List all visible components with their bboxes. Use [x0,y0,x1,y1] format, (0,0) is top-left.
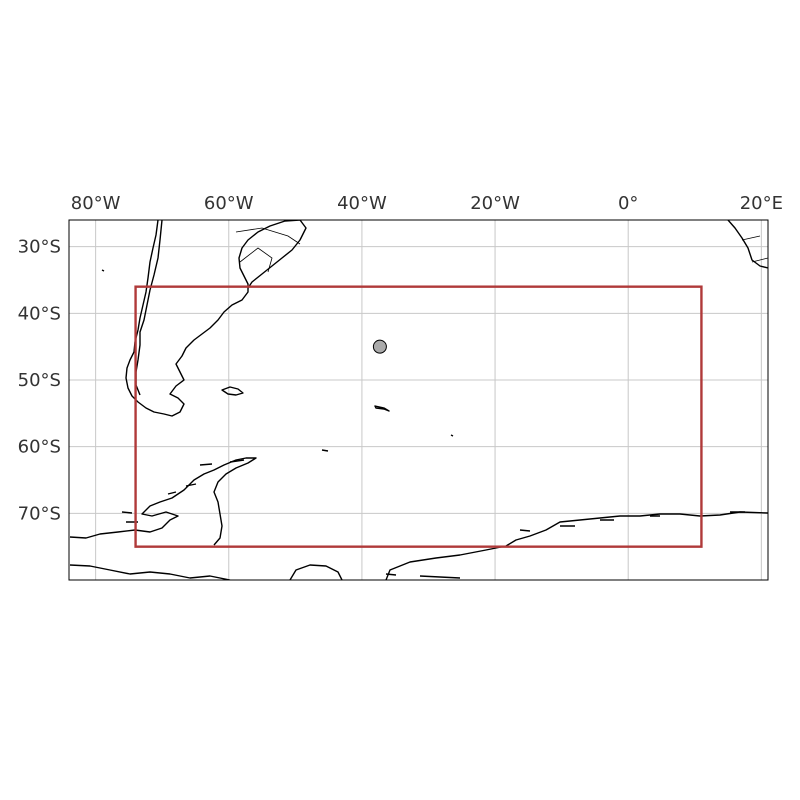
map-frame [68,219,769,581]
country-border [235,227,301,273]
antarctic-peninsula [69,457,257,546]
graticule [69,220,768,580]
africa-coast [727,220,768,269]
falkland-islands [221,386,244,396]
peninsula-islands [121,459,245,523]
longitude-tick-label: 20°E [740,193,783,214]
latitude-tick-label: 70°S [18,503,61,524]
longitude-tick-label: 20°W [470,193,520,214]
coastlines [69,220,768,580]
longitude-tick-label: 40°W [337,193,387,214]
latitude-tick-label: 40°S [18,303,61,324]
latitude-tick-label: 50°S [18,370,61,391]
latitude-tick-label: 30°S [18,237,61,258]
south-orkney-islands [321,449,329,452]
africa-border [741,235,768,263]
latitude-tick-labels: 30°S 40°S 50°S 60°S 70°S [18,237,61,525]
longitude-tick-label: 0° [618,193,638,214]
region-box [134,285,703,548]
south-america-coast [125,220,301,417]
longitude-tick-label: 80°W [71,193,121,214]
longitude-tick-labels: 80°W 60°W 40°W 20°W 0° 20°E [71,193,783,214]
antarctica-coast [69,511,768,580]
ice-shelf-edge [385,511,745,579]
longitude-tick-label: 60°W [204,193,254,214]
uruguay-coast [247,220,307,289]
south-sandwich-islands [450,434,454,437]
juan-fernandez-islands [101,269,105,272]
latitude-tick-label: 60°S [18,437,61,458]
south-georgia [374,405,390,412]
point-marker [372,339,387,354]
